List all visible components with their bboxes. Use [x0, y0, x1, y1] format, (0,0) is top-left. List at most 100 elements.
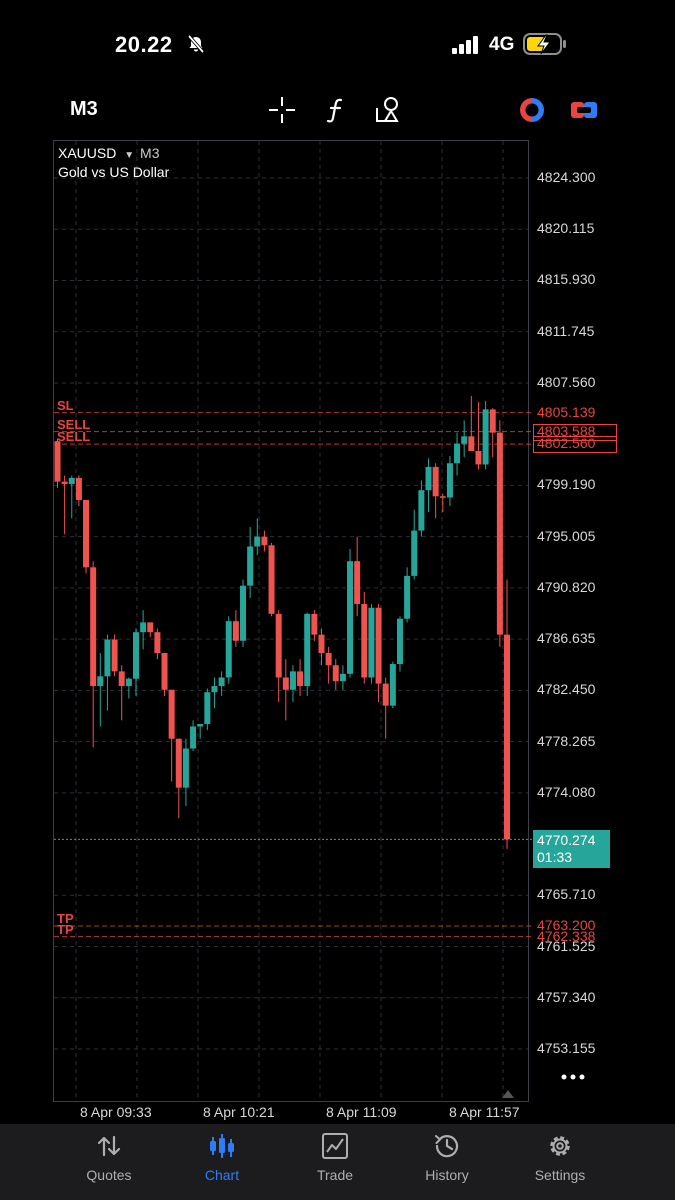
order-price-label: 4802.560	[537, 435, 596, 452]
candle-body	[375, 607, 382, 684]
price-tick-label: 4761.525	[537, 937, 596, 954]
chart-toolbar: M3	[0, 90, 675, 134]
bell-off-icon	[187, 34, 205, 54]
candle-body	[297, 671, 304, 687]
symbol-dropdown-icon[interactable]: ▼	[124, 150, 135, 161]
order-tag-sell[interactable]: SELL	[57, 416, 91, 432]
candle-body	[240, 585, 247, 641]
candle-body	[68, 477, 75, 485]
candle-body	[468, 436, 475, 452]
history-clock-icon	[435, 1135, 459, 1158]
nav-label-quotes: Quotes	[86, 1167, 132, 1183]
order-price-label: 4805.139	[537, 403, 596, 420]
nav-trade[interactable]: Trade	[280, 1124, 390, 1200]
candle-body	[61, 481, 68, 485]
candle-body	[211, 686, 218, 693]
order-price-label: 4803.588	[537, 422, 596, 439]
candle-body	[218, 677, 225, 687]
candle-body	[361, 604, 368, 678]
candle-body	[175, 738, 182, 788]
settings-gear-icon	[550, 1136, 570, 1156]
candle-body	[104, 639, 111, 677]
timeframe-button[interactable]: M3	[70, 98, 98, 120]
candle-body	[382, 683, 389, 706]
current-price-badge: 4770.274 01:33	[533, 830, 610, 868]
price-tick-label: 4774.080	[537, 783, 596, 800]
candle-body	[332, 665, 339, 682]
candle-body	[268, 545, 275, 614]
symbol-name[interactable]: XAUUSD	[58, 145, 117, 161]
one-click-trading-icon[interactable]	[516, 94, 548, 126]
order-tag-tp[interactable]: TP	[57, 921, 74, 937]
crosshair-icon[interactable]	[266, 94, 298, 126]
candle-body	[432, 466, 439, 497]
time-tick-label: 8 Apr 11:09	[326, 1104, 397, 1120]
candle-body	[204, 692, 211, 725]
current-price: 4770.274	[537, 832, 596, 848]
nav-chart[interactable]: Chart	[167, 1124, 277, 1200]
candle-body	[275, 613, 282, 678]
candle-body	[347, 561, 354, 674]
candle-body	[97, 676, 104, 687]
candle-body	[232, 621, 239, 641]
candle-body	[168, 689, 175, 739]
more-dots-icon[interactable]	[560, 1072, 586, 1082]
price-tick-label: 4778.265	[537, 732, 596, 749]
candle-body	[161, 653, 168, 690]
candle-body	[140, 622, 147, 633]
network-type: 4G	[489, 34, 515, 55]
nav-label-settings: Settings	[534, 1167, 586, 1183]
symbol-description: Gold vs US Dollar	[58, 164, 170, 180]
candle-body	[475, 451, 482, 465]
candlestick-chart[interactable]	[0, 134, 675, 1124]
candle-body	[197, 724, 204, 727]
nav-label-trade: Trade	[316, 1167, 354, 1183]
candle-body	[125, 678, 132, 687]
candle-body	[190, 726, 197, 749]
bottom-navigation: Quotes Chart Trade History	[0, 1124, 675, 1200]
trade-chart-icon	[322, 1133, 348, 1159]
candle-body	[446, 463, 453, 498]
nav-quotes[interactable]: Quotes	[54, 1124, 164, 1200]
objects-icon[interactable]	[372, 94, 404, 126]
candle-body	[289, 671, 296, 690]
symbol-header[interactable]: XAUUSD ▼ M3	[58, 145, 160, 161]
bar-timer: 01:33	[537, 849, 573, 865]
order-tag-sl[interactable]: SL	[57, 397, 74, 413]
status-time: 20.22	[115, 32, 173, 57]
candle-body	[282, 677, 289, 690]
price-tick-label: 4790.820	[537, 578, 596, 595]
order-tag-sell[interactable]: SELL	[57, 429, 91, 445]
candle-body	[261, 536, 268, 546]
candle-body	[247, 546, 254, 586]
candle-body	[489, 409, 496, 433]
candle-body	[83, 499, 90, 568]
nav-history[interactable]: History	[392, 1124, 502, 1200]
nav-label-history: History	[425, 1167, 469, 1183]
candle-body	[368, 607, 375, 678]
nav-settings[interactable]: Settings	[505, 1124, 615, 1200]
candle-body	[147, 622, 154, 633]
price-tick-label: 4757.340	[537, 988, 596, 1005]
candle-body	[225, 621, 232, 678]
signal-icon	[452, 36, 478, 54]
price-tick-label: 4820.115	[537, 220, 595, 237]
candle-body	[404, 575, 411, 619]
order-tag-tp[interactable]: TP	[57, 911, 74, 927]
candle-body	[389, 664, 396, 706]
candle-body	[75, 477, 82, 500]
candle-body	[304, 613, 311, 687]
candle-body	[482, 409, 489, 465]
candle-body	[311, 613, 318, 635]
candle-body	[132, 632, 139, 679]
candle-body	[154, 632, 161, 654]
trade-panel-icon[interactable]	[568, 94, 600, 126]
candle-body	[454, 443, 461, 464]
chart-area[interactable]: XAUUSD ▼ M3 Gold vs US Dollar 4824.300 48…	[0, 134, 675, 1124]
shift-marker-icon	[502, 1090, 514, 1098]
price-tick-label: 4815.930	[537, 271, 596, 288]
function-icon[interactable]	[320, 94, 352, 126]
candle-body	[111, 639, 118, 672]
candle-body	[254, 536, 261, 547]
candle-body	[90, 567, 97, 687]
